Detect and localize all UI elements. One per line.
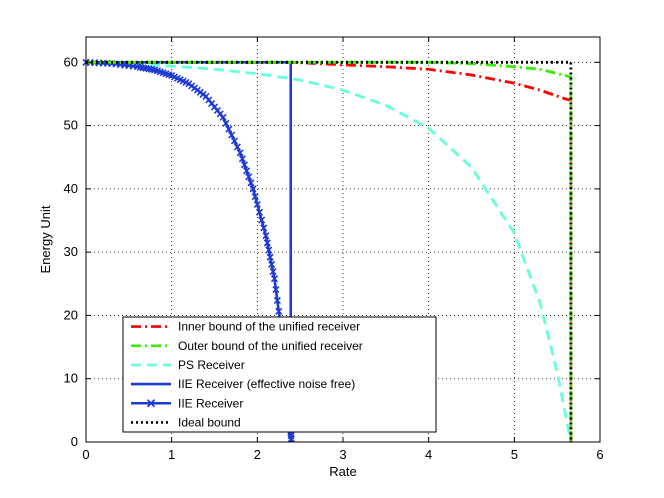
series-marker <box>258 216 266 224</box>
series-marker <box>253 200 261 209</box>
series-marker <box>238 155 246 163</box>
legend-marker <box>146 399 156 408</box>
y-tick-label: 10 <box>64 371 78 386</box>
series-marker <box>233 143 241 151</box>
x-axis-label: Rate <box>329 464 356 479</box>
series-marker <box>225 125 233 133</box>
series-marker <box>275 307 283 315</box>
series-marker <box>260 224 268 232</box>
y-tick-label: 20 <box>64 307 78 322</box>
legend: Inner bound of the unified receiver Outer… <box>122 316 437 433</box>
y-tick-label: 0 <box>71 434 78 449</box>
series-marker <box>243 167 251 175</box>
series-marker <box>236 149 244 157</box>
legend-label: Inner bound of the unified receiver <box>178 320 360 334</box>
series-marker <box>249 185 257 193</box>
series-line-6 <box>86 60 573 442</box>
legend-label: Ideal bound <box>178 415 241 429</box>
legend-box <box>122 316 437 433</box>
series-marker <box>273 296 281 305</box>
series-line-1 <box>86 60 573 442</box>
legend-label: Outer bound of the unified receiver <box>178 339 363 353</box>
y-tick-label: 50 <box>64 118 78 133</box>
x-tick-label: 5 <box>511 447 518 462</box>
y-tick-label: 40 <box>64 181 78 196</box>
series-marker <box>230 137 239 145</box>
series-marker <box>262 232 270 240</box>
y-axis-label: Energy Unit <box>38 205 53 273</box>
x-tick-label: 2 <box>254 447 261 462</box>
y-tick-label: 30 <box>64 244 78 259</box>
series-marker <box>247 179 255 187</box>
series-marker <box>263 239 271 247</box>
series-marker <box>219 113 227 121</box>
series-marker <box>251 193 259 201</box>
series-marker <box>255 208 264 216</box>
series-marker <box>245 173 253 181</box>
x-tick-label: 6 <box>596 447 603 462</box>
x-tick-label: 0 <box>82 447 89 462</box>
x-tick-label: 3 <box>339 447 346 462</box>
series-line-2 <box>86 60 573 442</box>
series-marker <box>268 260 276 268</box>
x-tick-label: 4 <box>425 447 432 462</box>
series-marker <box>269 267 277 276</box>
series-marker <box>222 119 230 127</box>
legend-label: IIE Receiver (effective noise free) <box>178 377 355 391</box>
x-tick-label: 1 <box>168 447 175 462</box>
series-marker <box>272 286 280 294</box>
legend-label: PS Receiver <box>178 358 245 372</box>
series-marker <box>240 161 249 169</box>
series-marker <box>270 275 279 283</box>
series-marker <box>265 246 273 254</box>
legend-label: IIE Receiver <box>178 396 243 410</box>
series-marker <box>228 131 236 139</box>
series-line-3 <box>85 60 573 443</box>
series-marker <box>266 253 274 261</box>
y-tick-label: 60 <box>64 54 78 69</box>
